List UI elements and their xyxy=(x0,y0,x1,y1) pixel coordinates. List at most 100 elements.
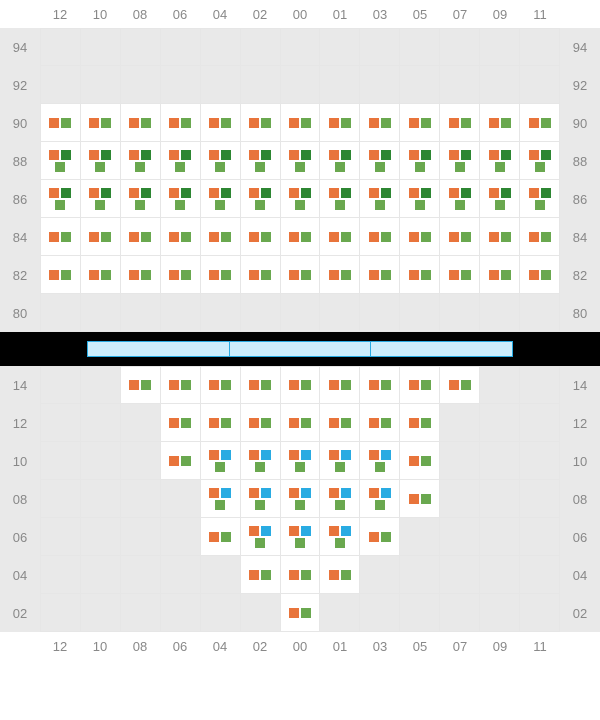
row-label-left: 80 xyxy=(0,294,40,332)
cell xyxy=(281,104,321,142)
marker xyxy=(129,188,139,198)
marker xyxy=(329,270,339,280)
marker xyxy=(421,380,431,390)
section-lower: 1414121210100808060604040202121008060402… xyxy=(0,366,600,660)
marker xyxy=(409,232,419,242)
grid-row: 8282 xyxy=(0,256,600,294)
cells xyxy=(40,66,560,104)
marker xyxy=(341,450,351,460)
cell xyxy=(520,366,560,404)
cell xyxy=(400,556,440,594)
cell xyxy=(400,28,440,66)
cell xyxy=(400,66,440,104)
cell xyxy=(440,442,480,480)
marker xyxy=(335,538,345,548)
marker xyxy=(141,380,151,390)
column-label: 10 xyxy=(80,7,120,22)
cell xyxy=(281,256,321,294)
marker xyxy=(495,200,505,210)
cell xyxy=(121,518,161,556)
marker xyxy=(369,232,379,242)
column-label: 01 xyxy=(320,7,360,22)
cell xyxy=(440,556,480,594)
marker xyxy=(209,450,219,460)
cell xyxy=(480,180,520,218)
column-label: 03 xyxy=(360,7,400,22)
cell xyxy=(241,28,281,66)
marker xyxy=(529,188,539,198)
cells xyxy=(40,256,560,294)
marker xyxy=(215,500,225,510)
marker xyxy=(369,188,379,198)
marker xyxy=(289,418,299,428)
marker xyxy=(249,380,259,390)
marker xyxy=(369,488,379,498)
cell xyxy=(520,256,560,294)
cell xyxy=(320,404,360,442)
marker xyxy=(421,418,431,428)
cell xyxy=(121,256,161,294)
cell xyxy=(320,366,360,404)
grid-row: 9090 xyxy=(0,104,600,142)
marker xyxy=(369,418,379,428)
cell xyxy=(480,218,520,256)
row-label-right: 84 xyxy=(560,218,600,256)
cells xyxy=(40,442,560,480)
cell xyxy=(121,142,161,180)
cell xyxy=(121,404,161,442)
cell xyxy=(400,442,440,480)
row-label-left: 84 xyxy=(0,218,40,256)
marker xyxy=(209,488,219,498)
column-label: 12 xyxy=(40,7,80,22)
cell xyxy=(281,142,321,180)
column-label: 07 xyxy=(440,7,480,22)
cell xyxy=(241,594,281,632)
row-label-left: 92 xyxy=(0,66,40,104)
marker xyxy=(289,608,299,618)
column-label: 08 xyxy=(120,7,160,22)
cell xyxy=(360,480,400,518)
marker xyxy=(301,232,311,242)
marker xyxy=(295,162,305,172)
marker xyxy=(289,150,299,160)
row-label-right: 86 xyxy=(560,180,600,218)
marker xyxy=(209,118,219,128)
marker xyxy=(409,270,419,280)
marker xyxy=(409,418,419,428)
cell xyxy=(121,294,161,332)
marker xyxy=(49,188,59,198)
cell xyxy=(281,480,321,518)
marker xyxy=(295,200,305,210)
marker xyxy=(61,118,71,128)
cell xyxy=(400,366,440,404)
marker xyxy=(61,188,71,198)
marker xyxy=(529,270,539,280)
marker xyxy=(455,200,465,210)
cell xyxy=(81,142,121,180)
grid-row: 8686 xyxy=(0,180,600,218)
marker xyxy=(135,162,145,172)
cell xyxy=(360,594,400,632)
cell xyxy=(400,518,440,556)
column-label: 11 xyxy=(520,7,560,22)
cell xyxy=(360,404,400,442)
marker xyxy=(209,418,219,428)
cell xyxy=(440,480,480,518)
cell xyxy=(201,404,241,442)
marker xyxy=(421,232,431,242)
marker xyxy=(541,232,551,242)
marker xyxy=(135,200,145,210)
marker xyxy=(301,526,311,536)
column-label: 00 xyxy=(280,639,320,654)
cell xyxy=(81,366,121,404)
marker xyxy=(335,200,345,210)
marker xyxy=(209,232,219,242)
cell xyxy=(281,556,321,594)
grid-row: 0202 xyxy=(0,594,600,632)
grid-row: 0606 xyxy=(0,518,600,556)
cell xyxy=(201,66,241,104)
marker xyxy=(329,488,339,498)
marker xyxy=(449,232,459,242)
cells xyxy=(40,556,560,594)
marker xyxy=(249,118,259,128)
